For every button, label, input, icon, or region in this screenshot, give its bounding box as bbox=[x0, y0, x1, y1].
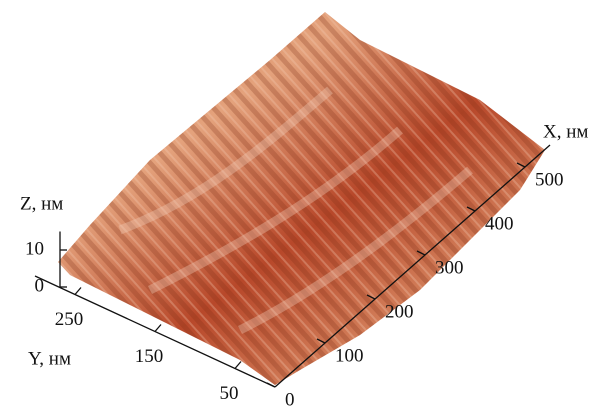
z-axis-label: Z, нм bbox=[20, 193, 63, 214]
x-tick bbox=[466, 206, 476, 212]
surface bbox=[58, 12, 545, 385]
x-tick bbox=[366, 294, 376, 300]
x-axis bbox=[274, 144, 551, 388]
y-tick bbox=[74, 287, 82, 295]
y-tick-label: 250 bbox=[55, 309, 84, 330]
x-tick-label: 400 bbox=[485, 213, 514, 234]
x-tick bbox=[516, 162, 526, 168]
x-tick bbox=[316, 338, 326, 344]
y-tick bbox=[154, 324, 162, 332]
x-tick-label: 300 bbox=[435, 257, 464, 278]
z-tick-label: 0 bbox=[35, 275, 45, 296]
x-tick-label: 200 bbox=[385, 301, 414, 322]
y-tick bbox=[234, 361, 242, 369]
y-tick-label: 50 bbox=[220, 383, 239, 404]
x-tick bbox=[416, 250, 426, 256]
x-axis-label: X, нм bbox=[543, 121, 588, 142]
y-tick-label: 150 bbox=[135, 346, 164, 367]
y-axis-label: Y, нм bbox=[28, 348, 71, 369]
x-tick-label: 0 bbox=[285, 389, 295, 410]
z-tick-label: 10 bbox=[25, 238, 44, 259]
x-tick-label: 100 bbox=[335, 345, 364, 366]
x-tick-label: 500 bbox=[535, 169, 564, 190]
